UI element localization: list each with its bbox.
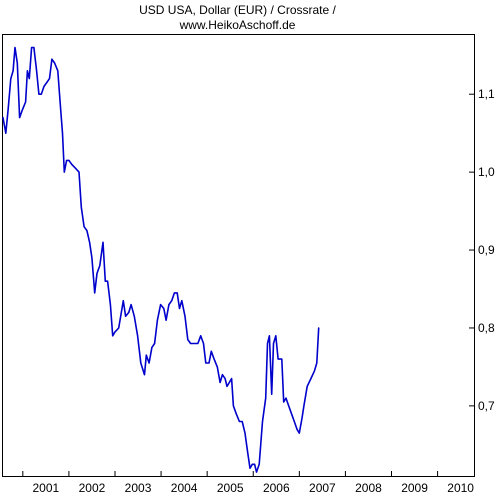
chart-title-line-1: USD USA, Dollar (EUR) / Crossrate / <box>139 3 336 17</box>
y-tick-label: 0,8 <box>478 321 495 335</box>
x-tick-label-2010: 2010 <box>447 481 474 495</box>
series-line-0 <box>2 46 320 473</box>
chart-title-line-2: www.HeikoAschoff.de <box>179 18 296 32</box>
y-axis-ticks: 1,1 1,0 0,9 0,8 0,7 <box>469 87 495 413</box>
y-tick-label: 0,7 <box>478 399 495 413</box>
x-tick-label-2004: 2004 <box>171 481 198 495</box>
x-tick-label-2005: 2005 <box>217 481 244 495</box>
x-tick-label-2003: 2003 <box>125 481 152 495</box>
y-tick-label: 1,1 <box>478 87 495 101</box>
chart-title: USD USA, Dollar (EUR) / Crossrate / www.… <box>0 3 475 33</box>
x-tick-label-2001: 2001 <box>33 481 60 495</box>
y-tick-label: 0,9 <box>478 243 495 257</box>
x-tick-label-2006: 2006 <box>263 481 290 495</box>
x-tick-label-2007: 2007 <box>309 481 336 495</box>
x-axis-ticks: 2001 2002 2003 2004 2005 2006 2007 2008 2009 2010 <box>22 471 474 495</box>
plot-frame <box>2 34 475 477</box>
series-layer <box>2 46 320 473</box>
x-tick-label-2002: 2002 <box>79 481 106 495</box>
x-tick-label-2008: 2008 <box>355 481 382 495</box>
y-tick-label: 1,0 <box>478 165 495 179</box>
x-tick-label-2009: 2009 <box>401 481 428 495</box>
